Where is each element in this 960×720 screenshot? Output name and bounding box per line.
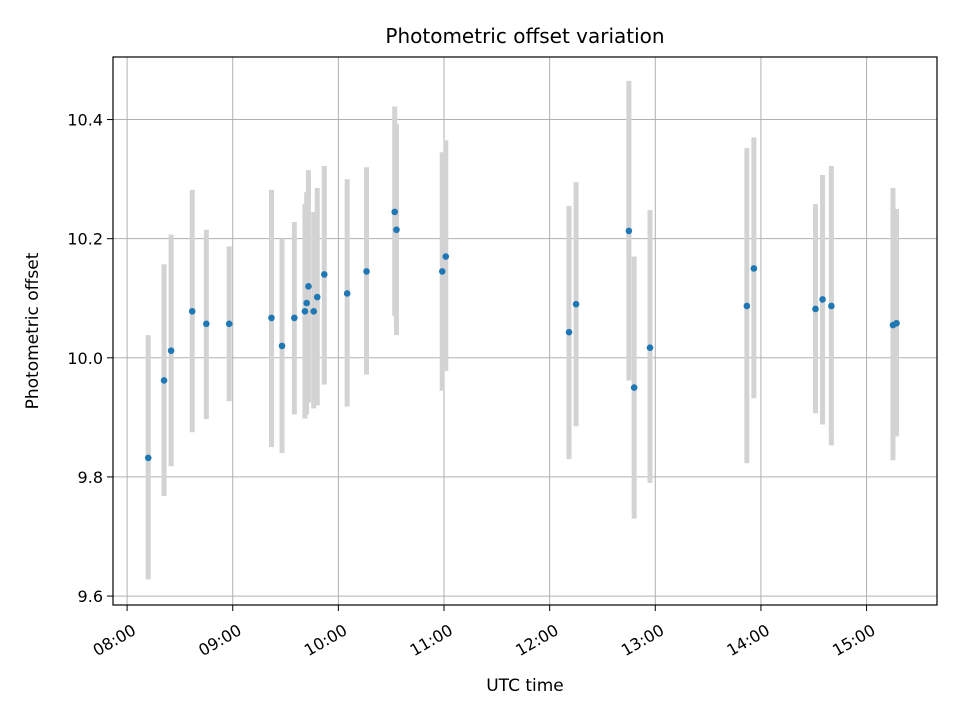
chart-title: Photometric offset variation [385, 24, 664, 48]
x-axis-label: UTC time [486, 676, 564, 696]
data-point [750, 265, 758, 272]
data-point [320, 271, 328, 278]
y-tick-label: 9.6 [78, 587, 103, 606]
data-point [291, 314, 298, 322]
data-point [572, 300, 580, 308]
data-point [160, 377, 168, 384]
grid [113, 57, 937, 605]
data-point [893, 319, 900, 327]
data-point [630, 384, 638, 391]
data-point [743, 302, 751, 310]
data-point [301, 308, 309, 315]
data-point [393, 226, 400, 234]
data-point [225, 320, 233, 328]
data-point [278, 342, 286, 350]
data-point [343, 290, 351, 297]
data-point [310, 308, 318, 315]
data-point [625, 227, 633, 235]
data-point [565, 328, 573, 336]
data-point [646, 344, 654, 351]
data-point [391, 208, 399, 216]
y-tick-label: 10.0 [67, 349, 103, 368]
data-point [363, 268, 370, 275]
data-point [313, 293, 321, 301]
data-point [268, 314, 275, 322]
y-axis: 9.6 9.8 10.0 10.2 10.4 [67, 111, 113, 606]
data-point [442, 253, 450, 260]
data-point [188, 308, 196, 315]
y-tick-label: 9.8 [78, 468, 103, 487]
y-tick-label: 10.2 [67, 230, 103, 249]
data-point [812, 305, 819, 313]
data-point [167, 347, 175, 354]
data-point [305, 283, 312, 290]
y-axis-label: Photometric offset [23, 252, 43, 409]
y-tick-label: 10.4 [67, 111, 103, 130]
data-point [144, 454, 152, 462]
data-points [144, 208, 900, 462]
data-point [819, 296, 826, 303]
data-point [438, 268, 446, 275]
plot-frame [112, 56, 938, 606]
data-point [828, 302, 835, 310]
data-point [203, 320, 210, 328]
data-point [303, 299, 310, 307]
